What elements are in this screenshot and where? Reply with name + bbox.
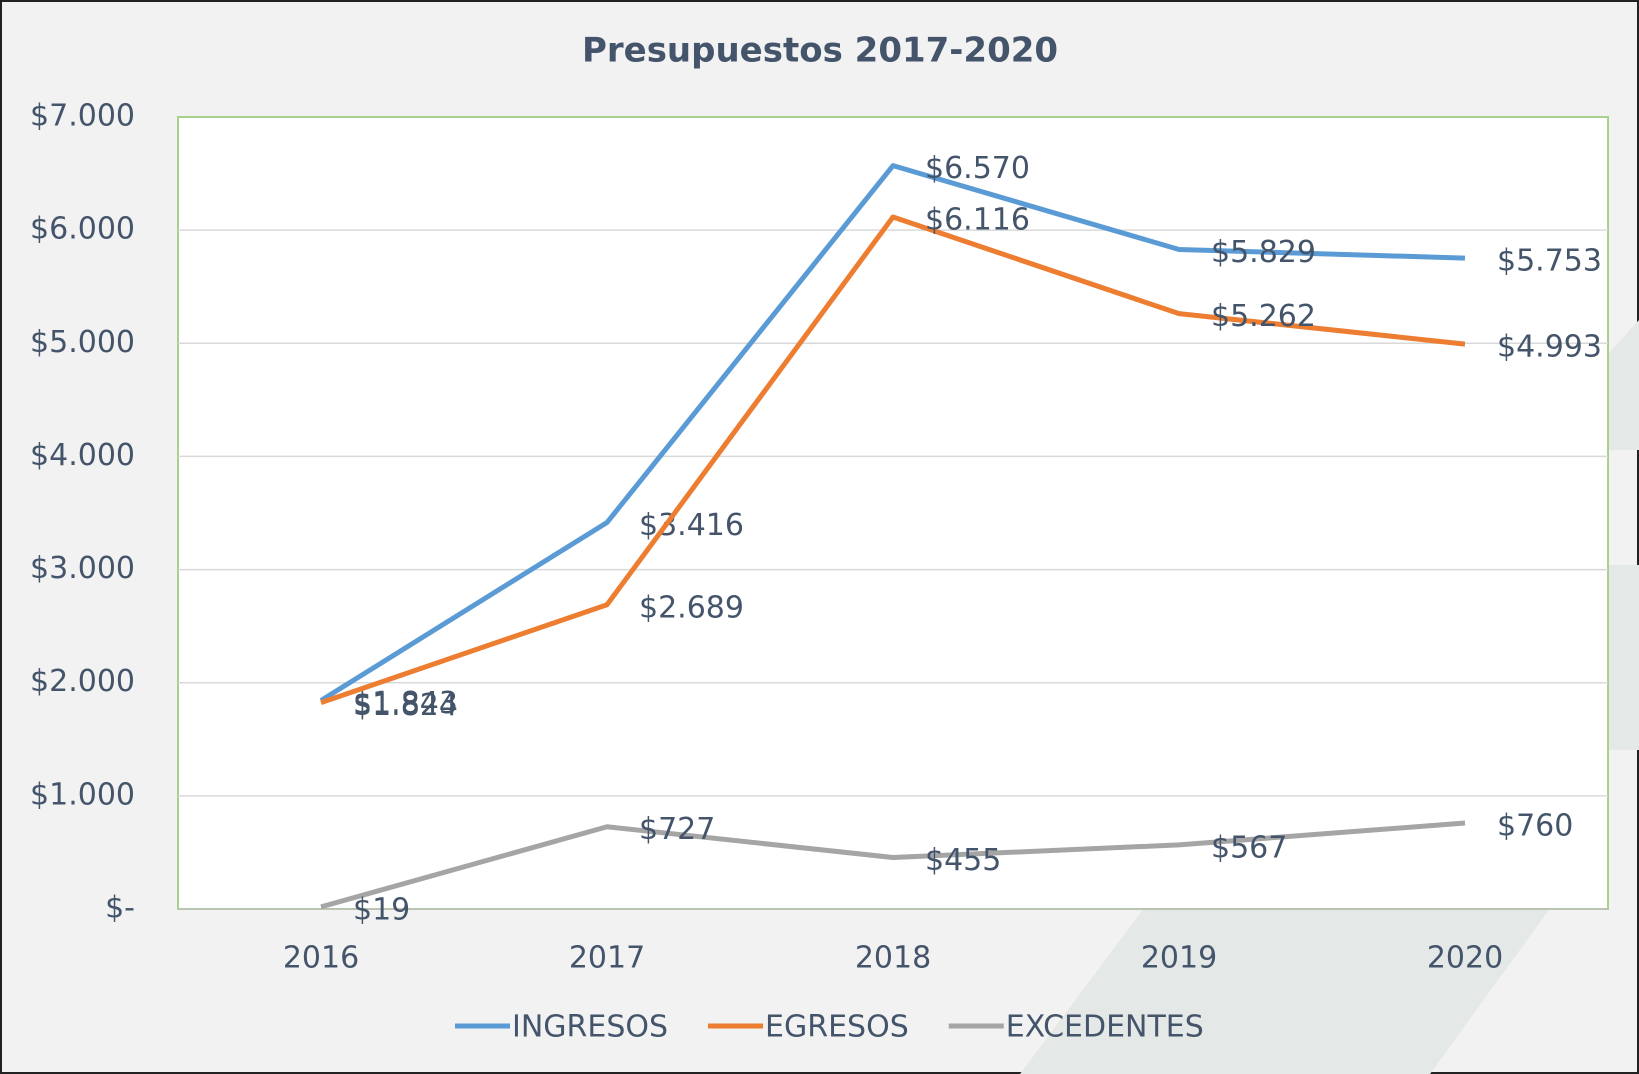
x-tick-label: 2020 xyxy=(1427,941,1503,976)
data-label: $5.753 xyxy=(1497,244,1602,279)
chart-title: Presupuestos 2017-2020 xyxy=(582,31,1058,71)
legend-label: EGRESOS xyxy=(765,1010,909,1045)
series-line xyxy=(319,163,1466,703)
data-label: $455 xyxy=(925,843,1001,878)
data-label: $6.116 xyxy=(925,203,1030,238)
data-label: $5.262 xyxy=(1211,299,1316,334)
y-tick-label: $3.000 xyxy=(30,551,135,586)
x-tick-label: 2019 xyxy=(1141,941,1217,976)
y-tick-label: $4.000 xyxy=(30,438,135,473)
y-tick-label: $1.000 xyxy=(30,777,135,812)
data-label: $1.843 xyxy=(353,686,458,721)
y-tick-label: $6.000 xyxy=(30,212,135,247)
data-label: $727 xyxy=(639,812,715,847)
plot-area xyxy=(177,116,1609,910)
x-tick-label: 2016 xyxy=(283,941,359,976)
decoration xyxy=(1020,860,1585,1074)
y-tick-label: $2.000 xyxy=(30,664,135,699)
series-line xyxy=(320,820,1466,910)
y-tick-label: $7.000 xyxy=(30,99,135,134)
legend-label: INGRESOS xyxy=(512,1010,668,1045)
legend-label: EXCEDENTES xyxy=(1006,1010,1204,1045)
data-label: $2.689 xyxy=(639,590,744,625)
y-tick-label: $- xyxy=(105,891,135,926)
data-label: $760 xyxy=(1497,809,1573,844)
data-label: $6.570 xyxy=(925,151,1030,186)
data-label: $4.993 xyxy=(1497,330,1602,365)
series-line xyxy=(320,214,1466,705)
y-tick-label: $5.000 xyxy=(30,325,135,360)
data-label: $19 xyxy=(353,892,410,927)
x-tick-label: 2018 xyxy=(855,941,931,976)
data-label: $5.829 xyxy=(1211,235,1316,270)
x-tick-label: 2017 xyxy=(569,941,645,976)
data-label: $1.824 xyxy=(353,688,458,723)
data-label: $567 xyxy=(1211,830,1287,865)
